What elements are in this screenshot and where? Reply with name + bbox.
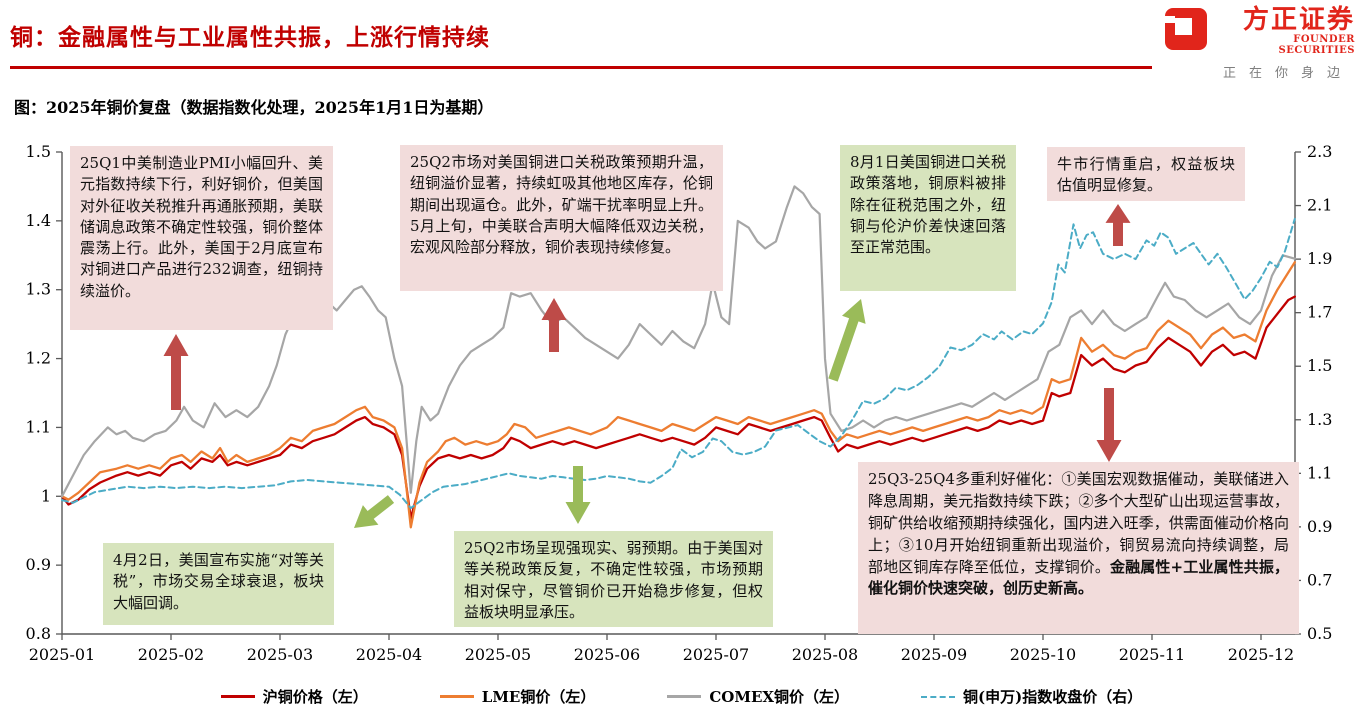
- legend-swatch: [921, 695, 956, 698]
- x-tick-label: 2025-08: [792, 645, 858, 664]
- up-arrow-25q1: [163, 334, 189, 410]
- legend-swatch: [220, 695, 255, 698]
- left-tick-label: 1.2: [26, 349, 51, 368]
- legend-label: 铜(申万)指数收盘价（右）: [963, 688, 1143, 706]
- x-tick-label: 2025-01: [29, 645, 95, 664]
- right-tick-label: 1.3: [1307, 410, 1332, 429]
- x-tick-label: 2025-02: [138, 645, 204, 664]
- down-arrow-25q2-weak: [565, 466, 591, 524]
- left-tick-label: 0.8: [26, 624, 51, 643]
- brand-logo: 方正证券 FOUNDER SECURITIES 正在你身边: [1165, 6, 1355, 81]
- legend-label: COMEX铜价（左）: [709, 688, 850, 706]
- legend-swatch: [439, 695, 474, 698]
- x-tick-label: 2025-07: [683, 645, 749, 664]
- legend-label: 沪铜价格（左）: [262, 688, 368, 706]
- annotation-25q2-tariff: 25Q2市场对美国铜进口关税政策预期升温，纽铜溢价显著，持续虹吸其他地区库存，伦…: [400, 145, 723, 291]
- x-tick-label: 2025-05: [465, 645, 531, 664]
- right-tick-label: 2.3: [1307, 142, 1332, 161]
- right-tick-label: 0.7: [1307, 570, 1332, 589]
- left-tick-label: 1.3: [26, 280, 51, 299]
- up-arrow-bull: [1105, 204, 1131, 246]
- left-tick-label: 1.5: [26, 142, 51, 161]
- left-tick-label: 0.9: [26, 555, 51, 574]
- legend-item-COMEX铜价（左）: COMEX铜价（左）: [667, 686, 849, 707]
- figure-caption: 图：2025年铜价复盘（数据指数化处理，2025年1月1日为基期）: [14, 98, 494, 117]
- legend-label: LME铜价（左）: [481, 688, 596, 706]
- annotation-apr2-tariff: 4月2日，美国宣布实施“对等关税”，市场交易全球衰退，板块大幅回调。: [103, 543, 334, 625]
- x-tick-label: 2025-10: [1010, 645, 1076, 664]
- annotation-25q1: 25Q1中美制造业PMI小幅回升、美元指数持续下行，利好铜价，但美国对外征收关税…: [70, 146, 333, 330]
- chart-legend: 沪铜价格（左） LME铜价（左） COMEX铜价（左） 铜(申万)指数收盘价（右）: [0, 686, 1363, 707]
- legend-item-沪铜价格（左）: 沪铜价格（左）: [220, 686, 368, 707]
- page-title: 铜：金融属性与工业属性共振，上涨行情持续: [10, 24, 490, 51]
- right-tick-label: 1.7: [1307, 303, 1332, 322]
- left-tick-label: 1.1: [26, 417, 51, 436]
- x-tick-label: 2025-12: [1228, 645, 1294, 664]
- logo-name-en: FOUNDER SECURITIES: [1278, 34, 1355, 56]
- logo-slogan: 正在你身边: [1222, 66, 1353, 81]
- x-tick-label: 2025-03: [247, 645, 313, 664]
- legend-swatch: [667, 695, 702, 698]
- legend-item-铜(申万)指数收盘价（右）: 铜(申万)指数收盘价（右）: [921, 686, 1142, 707]
- series-沪铜价格（左）: [60, 295, 1296, 520]
- down-arrow-25q3q4: [1096, 388, 1122, 462]
- series-铜(申万)指数收盘价（右）: [61, 217, 1296, 510]
- annotation-25q3-25q4-bold: 金融属性+工业属性共振，催化铜价快速突破，创历史新高。: [868, 557, 1289, 598]
- right-tick-label: 0.9: [1307, 517, 1332, 536]
- right-tick-label: 1.9: [1307, 249, 1332, 268]
- x-tick-label: 2025-06: [574, 645, 640, 664]
- right-tick-label: 2.1: [1307, 196, 1332, 215]
- x-tick-label: 2025-11: [1119, 645, 1185, 664]
- left-tick-label: 1.4: [26, 211, 51, 230]
- annotation-25q3-25q4-text: 25Q3-25Q4多重利好催化：①美国宏观数据催动，美联储进入降息周期，美元指数…: [868, 470, 1289, 576]
- series-COMEX铜价（左）: [60, 185, 1296, 498]
- right-tick-label: 1.5: [1307, 356, 1332, 375]
- annotation-aug1-policy: 8月1日美国铜进口关税政策落地，铜原料被排除在征税范围之外，纽铜与伦沪价差快速回…: [840, 145, 1016, 291]
- right-tick-label: 1.1: [1307, 463, 1332, 482]
- x-tick-label: 2025-04: [356, 645, 422, 664]
- annotation-bull-market: 牛市行情重启，权益板块估值明显修复。: [1047, 147, 1245, 201]
- logo-name: 方正证券: [1242, 5, 1355, 35]
- left-tick-label: 1: [41, 486, 51, 505]
- annotation-25q3-25q4: 25Q3-25Q4多重利好催化：①美国宏观数据催动，美联储进入降息周期，美元指数…: [858, 462, 1299, 634]
- up-right-arrow-aug1: [828, 299, 866, 382]
- founder-logo-icon: [1165, 8, 1207, 50]
- x-tick-label: 2025-09: [901, 645, 967, 664]
- series-LME铜价（左）: [60, 261, 1296, 529]
- annotation-25q2-weak-expectation: 25Q2市场呈现强现实、弱预期。由于美国对等关税政策反复，不确定性较强，市场预期…: [454, 531, 773, 627]
- legend-item-LME铜价（左）: LME铜价（左）: [439, 686, 596, 707]
- title-divider: [10, 66, 1152, 69]
- up-arrow-25q2: [541, 298, 567, 352]
- right-tick-label: 0.5: [1307, 624, 1332, 643]
- down-left-arrow-apr2: [354, 495, 395, 528]
